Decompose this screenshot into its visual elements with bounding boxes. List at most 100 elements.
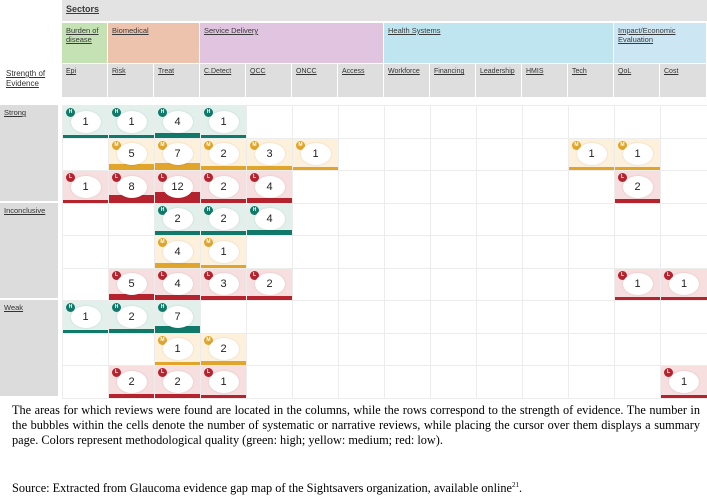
review-count-bubble[interactable]: 2 xyxy=(162,370,193,393)
column-header-oncc[interactable]: ONCC xyxy=(292,64,337,97)
review-count-bubble[interactable]: 1 xyxy=(208,240,239,263)
review-count-bubble[interactable]: 4 xyxy=(162,110,193,133)
column-header-risk[interactable]: Risk xyxy=(108,64,153,97)
review-count-bubble[interactable]: 1 xyxy=(300,143,331,166)
row-header-strong[interactable]: Strong xyxy=(0,105,58,201)
review-count-bubble[interactable]: 2 xyxy=(208,338,239,361)
sector-header-impact-economic-evaluation[interactable]: Impact/Economic Evaluation xyxy=(614,23,706,63)
row-header-inconclusive[interactable]: Inconclusive xyxy=(0,202,58,298)
column-header-hmis[interactable]: HMIS xyxy=(522,64,567,97)
review-count-bubble[interactable]: 1 xyxy=(208,370,239,393)
review-count-bubble[interactable]: 2 xyxy=(622,175,653,198)
review-count-bubble[interactable]: 1 xyxy=(622,143,653,166)
sector-header-service-delivery[interactable]: Service Delivery xyxy=(200,23,383,63)
column-header-tech[interactable]: Tech xyxy=(568,64,613,97)
quality-bar xyxy=(201,394,246,398)
review-count-bubble[interactable]: 8 xyxy=(116,175,147,198)
review-count-bubble[interactable]: 7 xyxy=(162,305,193,328)
review-count-bubble[interactable]: 5 xyxy=(116,143,147,166)
review-count-bubble[interactable]: 4 xyxy=(254,175,285,198)
review-count-bubble[interactable]: 2 xyxy=(162,208,193,231)
review-count-bubble[interactable]: 4 xyxy=(162,240,193,263)
review-count-bubble[interactable]: 2 xyxy=(254,273,285,296)
column-header-leadership[interactable]: Leadership xyxy=(476,64,521,97)
column-header-access[interactable]: Access xyxy=(338,64,383,97)
review-count-bubble[interactable]: 5 xyxy=(116,273,147,296)
column-header-cost[interactable]: Cost xyxy=(660,64,706,97)
review-count-bubble[interactable]: 2 xyxy=(208,175,239,198)
review-count-bubble[interactable]: 1 xyxy=(162,338,193,361)
row-header-weak[interactable]: Weak xyxy=(0,300,58,396)
review-count-bubble[interactable]: 4 xyxy=(162,273,193,296)
column-header-c-detect[interactable]: C.Detect xyxy=(200,64,245,97)
review-count-bubble[interactable]: 2 xyxy=(116,370,147,393)
sectors-bar xyxy=(62,0,707,21)
review-count-bubble[interactable]: 1 xyxy=(70,175,101,198)
sector-header-burden-of-disease[interactable]: Burden of disease xyxy=(62,23,107,63)
column-header-qol[interactable]: QoL xyxy=(614,64,659,97)
review-count-bubble[interactable]: 1 xyxy=(669,273,699,296)
review-count-bubble[interactable]: 1 xyxy=(70,305,101,328)
column-header-qcc[interactable]: QCC xyxy=(246,64,291,97)
review-count-bubble[interactable]: 2 xyxy=(208,208,239,231)
strength-of-evidence-header: Strength of Evidence xyxy=(6,69,46,88)
review-count-bubble[interactable]: 1 xyxy=(116,110,147,133)
review-count-bubble[interactable]: 2 xyxy=(208,143,239,166)
review-count-bubble[interactable]: 7 xyxy=(162,143,193,166)
review-count-bubble[interactable]: 4 xyxy=(254,208,285,231)
review-count-bubble[interactable]: 3 xyxy=(254,143,285,166)
evidence-cell-treat-strong-low[interactable]: L 12 xyxy=(155,171,200,203)
column-header-treat[interactable]: Treat xyxy=(154,64,199,97)
review-count-bubble[interactable]: 1 xyxy=(669,370,699,393)
column-header-epi[interactable]: Epi xyxy=(62,64,107,97)
review-count-bubble[interactable]: 3 xyxy=(208,273,239,296)
review-count-bubble[interactable]: 1 xyxy=(622,273,653,296)
review-count-bubble[interactable]: 1 xyxy=(208,110,239,133)
review-count-bubble[interactable]: 1 xyxy=(576,143,607,166)
column-header-financing[interactable]: Financing xyxy=(430,64,475,97)
review-count-bubble[interactable]: 2 xyxy=(116,305,147,328)
sector-header-biomedical[interactable]: Biomedical xyxy=(108,23,199,63)
review-count-bubble[interactable]: 1 xyxy=(70,110,101,133)
sector-header-health-systems[interactable]: Health Systems xyxy=(384,23,613,63)
quality-bar xyxy=(155,163,200,170)
column-header-workforce[interactable]: Workforce xyxy=(384,64,429,97)
review-count-bubble[interactable]: 12 xyxy=(162,175,193,198)
